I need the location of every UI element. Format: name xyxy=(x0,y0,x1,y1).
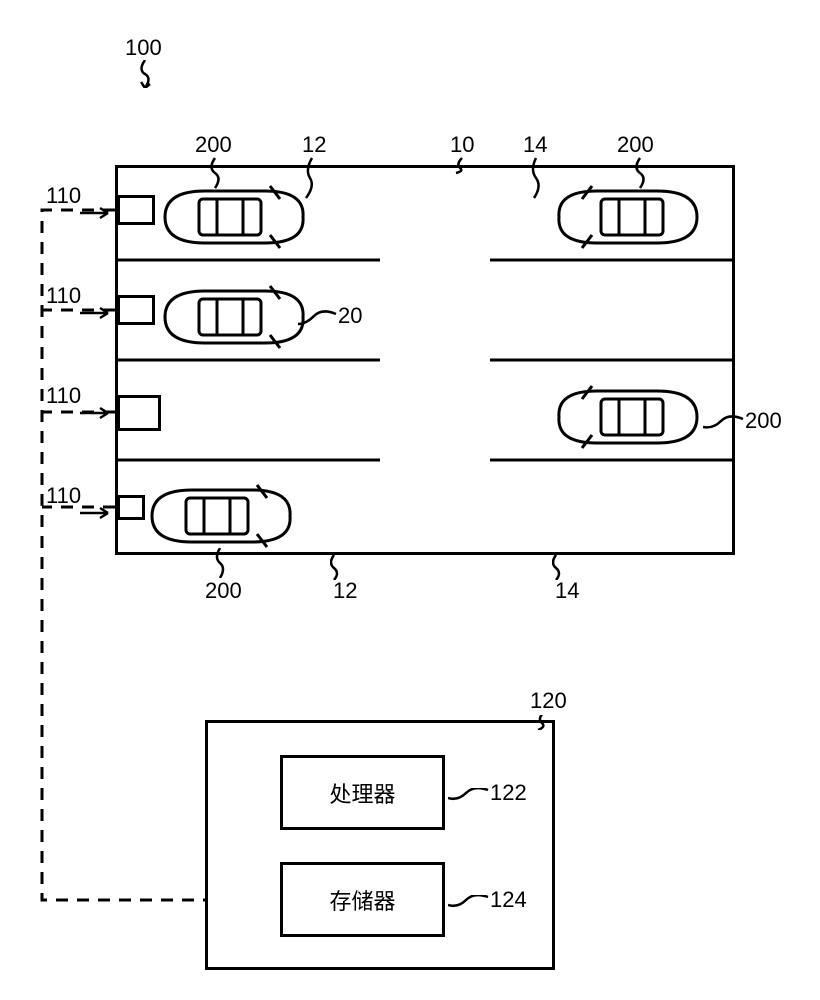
dashed-connection xyxy=(0,0,820,1000)
